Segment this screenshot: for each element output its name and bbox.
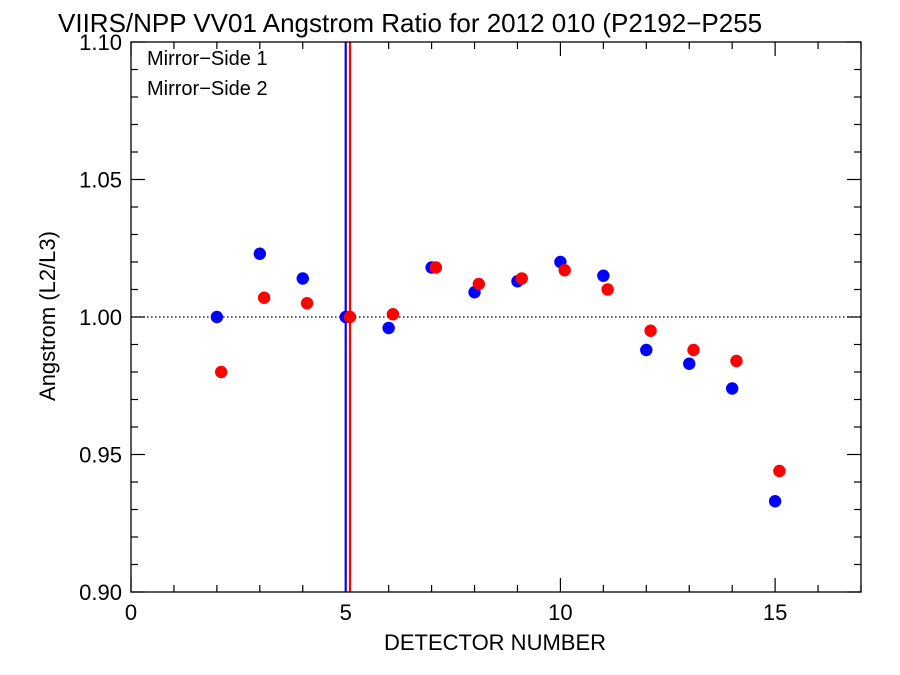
- data-point-series-2: [300, 297, 314, 310]
- x-tick-label: 10: [548, 600, 572, 625]
- data-point-series-1: [296, 272, 309, 285]
- scatter-points: [210, 247, 786, 508]
- x-tick-label: 5: [340, 600, 352, 625]
- data-point-series-2: [730, 354, 743, 368]
- y-tick-label: 0.90: [79, 580, 122, 605]
- data-point-series-2: [644, 324, 657, 337]
- data-point-series-1: [210, 310, 224, 324]
- y-axis-title: Angstrom (L2/L3): [35, 231, 60, 401]
- y-tick-label: 0.95: [79, 443, 122, 468]
- x-tick-label: 0: [125, 600, 137, 625]
- x-axis-ticks: 0 5 10 15: [125, 42, 862, 625]
- y-tick-label: 1.05: [79, 168, 122, 193]
- data-point-series-2: [343, 310, 357, 324]
- data-point-series-1: [725, 382, 739, 395]
- data-point-series-2: [687, 343, 700, 357]
- data-point-series-2: [601, 283, 614, 296]
- data-point-series-2: [472, 277, 486, 291]
- data-point-series-2: [257, 291, 271, 304]
- data-point-series-2: [214, 365, 228, 379]
- data-point-series-1: [253, 247, 267, 260]
- data-point-series-2: [515, 272, 528, 285]
- y-tick-label: 1.10: [79, 30, 122, 55]
- chart-title: VIIRS/NPP VV01 Angstrom Ratio for 2012 0…: [58, 8, 762, 38]
- data-point-series-1: [683, 357, 696, 370]
- y-tick-label: 1.00: [79, 305, 122, 330]
- data-point-series-2: [429, 261, 443, 274]
- legend-entry-series-2: Mirror−Side 2: [147, 78, 268, 100]
- legend: Mirror−Side 1 Mirror−Side 2: [147, 48, 268, 100]
- data-point-series-2: [773, 464, 786, 478]
- legend-entry-series-1: Mirror−Side 1: [147, 48, 268, 70]
- data-point-series-1: [768, 495, 782, 508]
- plot-frame: [130, 41, 862, 593]
- data-point-series-2: [386, 308, 400, 321]
- data-point-series-1: [640, 343, 653, 357]
- y-axis-ticks: 0.90 0.95 1.00 1.05 1.10: [79, 30, 861, 605]
- x-axis-title: DETECTOR NUMBER: [384, 630, 606, 655]
- data-point-series-2: [558, 264, 571, 277]
- data-point-series-1: [382, 321, 395, 335]
- x-tick-label: 15: [763, 600, 787, 625]
- data-point-series-1: [597, 269, 610, 282]
